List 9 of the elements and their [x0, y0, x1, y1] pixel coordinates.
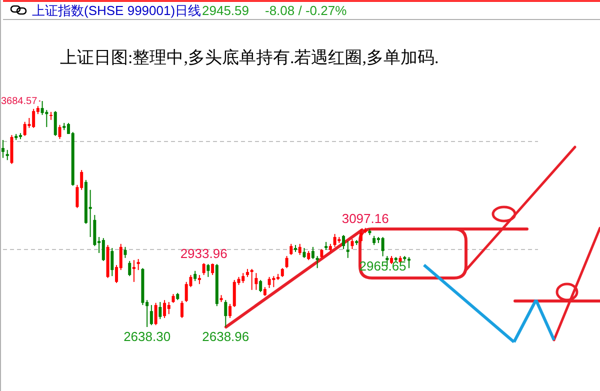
text: 2945.59 [202, 3, 249, 18]
annotation: 2933.96 [180, 246, 228, 262]
annotation: 2638.96 [202, 328, 250, 344]
annotation: 2638.30 [124, 329, 171, 344]
text: 上证指数(SHSE 999001)日线 [32, 3, 202, 18]
chart-title: 上证日图:整理中,多头底单持有.若遇红圈,多单加码. [60, 48, 439, 67]
text: -8.08 / -0.27% [265, 3, 348, 18]
annotation: 3684.57 [1, 96, 38, 107]
annotation: 3097.16 [342, 210, 389, 226]
